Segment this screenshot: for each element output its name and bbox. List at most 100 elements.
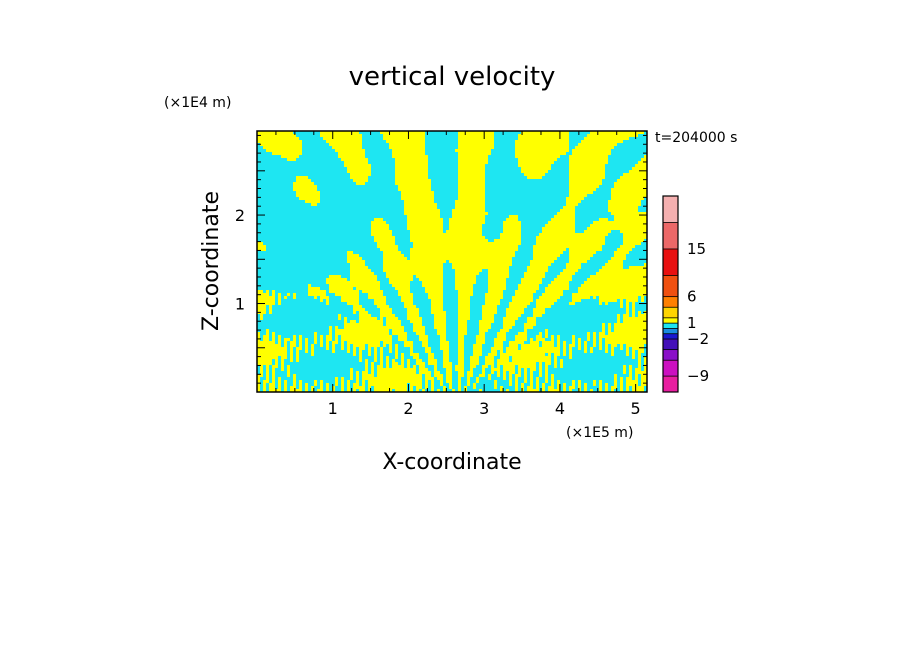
x-tick-label: 2 [403,399,413,418]
field-cell [515,149,569,152]
field-cell [407,311,419,314]
colorbar-segment [663,296,678,308]
field-cell [542,389,545,392]
field-cell [347,167,371,170]
field-cell [299,197,320,200]
field-cell [623,317,647,320]
field-cell [314,341,317,344]
field-cell [455,275,476,278]
field-cell [536,377,539,380]
field-cell [296,194,320,197]
field-cell [524,371,527,374]
field-cell [395,176,428,179]
field-cell [329,329,332,332]
field-cell [383,134,425,137]
field-cell [542,386,545,389]
field-cell [632,167,647,170]
field-cell [449,227,482,230]
field-cell [356,380,359,383]
field-cell [599,302,602,305]
field-cell [638,359,641,362]
field-cell [611,344,617,347]
field-cell [614,251,629,254]
field-cell [278,380,281,383]
field-cell [641,299,644,302]
field-cell [335,380,338,383]
field-cell [278,377,281,380]
colorbar-segment [663,339,678,350]
field-cell [341,386,344,389]
field-cell [380,131,425,134]
field-cell [626,347,629,350]
field-cell [401,299,413,302]
field-cell [359,353,362,356]
field-cell [410,389,413,392]
field-cell [473,347,482,350]
field-cell [368,347,371,350]
field-cell [572,149,611,152]
field-cell [299,380,302,383]
field-cell [533,248,566,251]
field-cell [413,323,422,326]
field-cell [398,185,431,188]
field-cell [506,389,509,392]
field-cell [587,227,647,230]
field-cell [260,143,302,146]
field-cell [617,179,647,182]
field-cell [569,260,587,263]
field-cell [458,341,464,344]
field-cell [458,320,467,323]
field-cell [599,341,602,344]
field-cell [293,377,296,380]
field-cell [311,386,314,389]
field-cell [383,341,392,344]
field-cell [299,383,302,386]
field-cell [458,293,473,296]
field-cell [458,350,464,353]
field-cell [326,338,332,341]
field-cell [479,332,485,335]
field-cell [269,308,272,311]
field-cell [605,389,608,392]
colorbar-segment [663,333,678,340]
field-cell [557,383,560,386]
field-cell [599,383,602,386]
field-cell [545,335,548,338]
field-cell [602,323,605,326]
field-cell [287,371,290,374]
field-cell [326,383,329,386]
field-cell [326,299,329,302]
field-cell [266,365,269,368]
field-cell [515,386,518,389]
field-cell [488,374,491,377]
field-cell [632,350,635,353]
field-cell [578,386,581,389]
field-cell [395,182,431,185]
field-cell [392,359,395,362]
field-cell [284,389,287,392]
field-cell [458,305,470,308]
field-cell [458,137,494,140]
field-cell [617,248,632,251]
field-cell [314,383,317,386]
field-cell [416,362,425,365]
field-cell [404,344,413,347]
field-cell [458,188,485,191]
field-cell [551,374,554,377]
field-cell [599,218,608,221]
field-cell [566,203,578,206]
field-cell [587,278,647,281]
field-cell [458,197,485,200]
field-cell [503,317,518,320]
field-cell [593,380,596,383]
field-cell [578,380,581,383]
field-cell [458,386,461,389]
field-cell [398,188,431,191]
field-cell [509,380,512,383]
field-cell [557,275,572,278]
field-cell [491,347,503,350]
field-cell [365,362,368,365]
field-cell [422,341,428,344]
field-cell [473,383,476,386]
